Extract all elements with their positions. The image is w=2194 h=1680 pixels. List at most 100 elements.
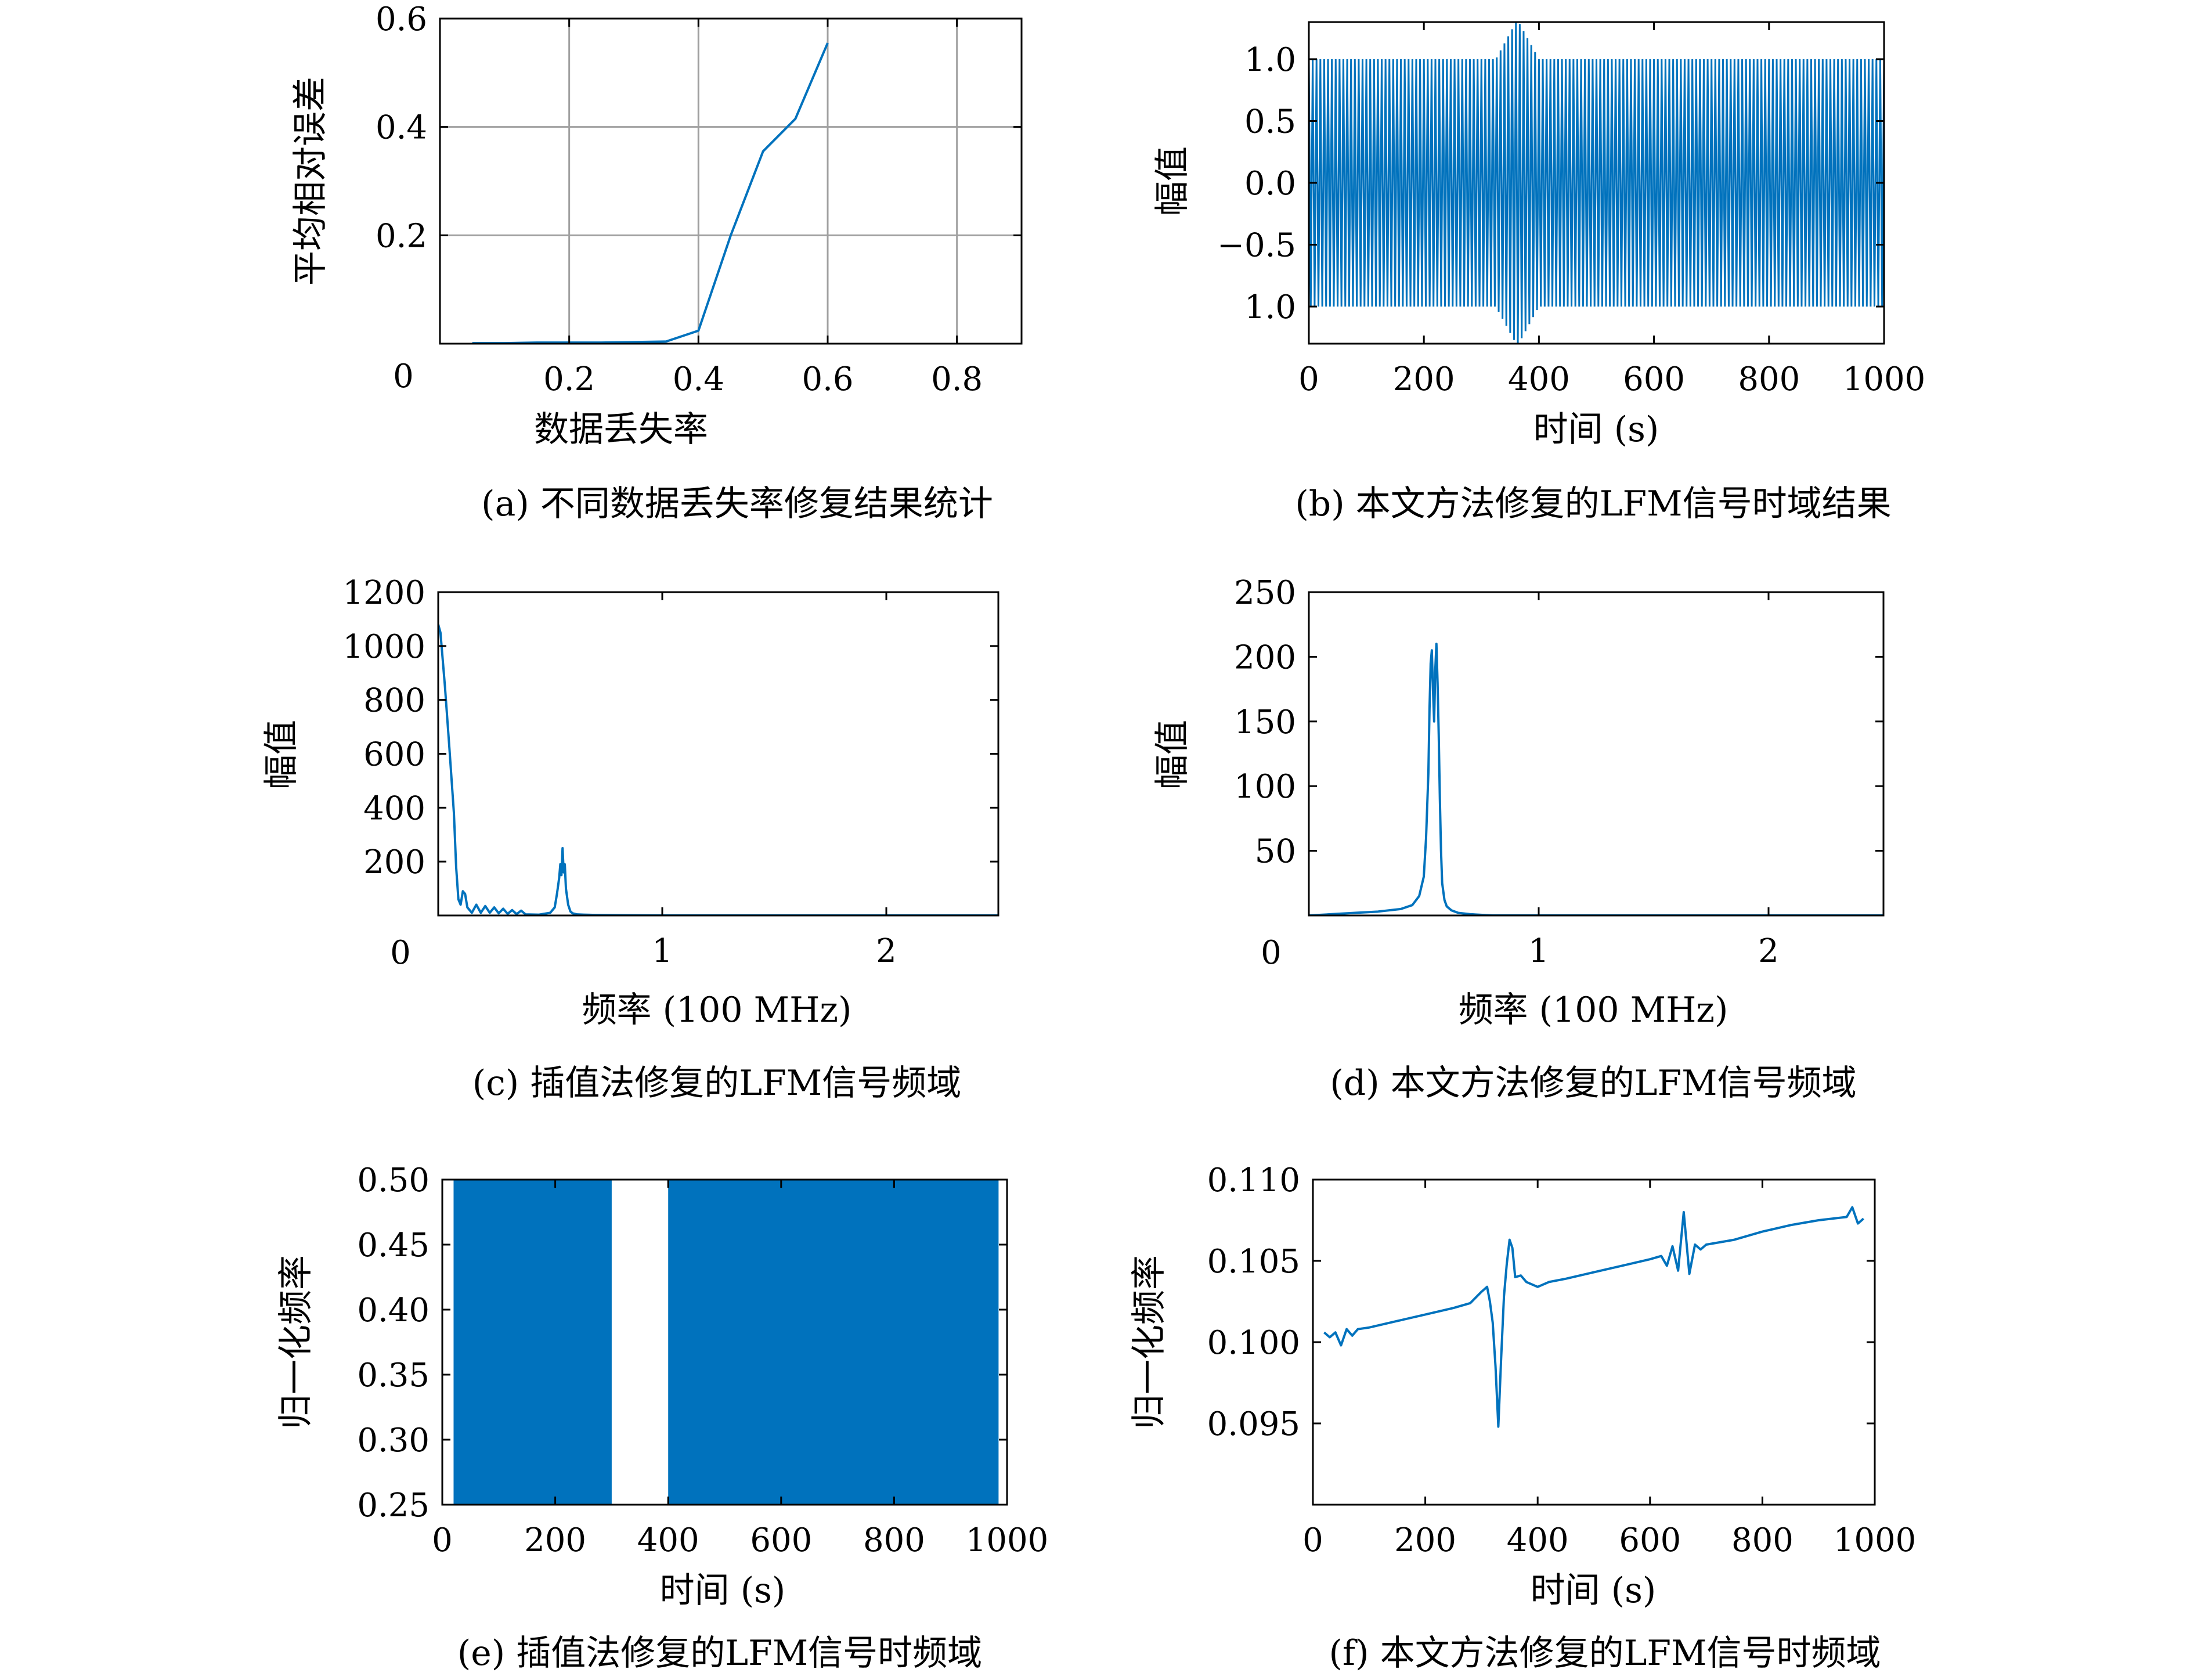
x-axis-label: 数据丢失率 — [534, 409, 708, 450]
axes-frame — [1308, 591, 1885, 917]
x-axis-label: 时间 (s) — [660, 1570, 786, 1611]
x-tick-label: 0 — [1298, 360, 1319, 398]
x-tick-label: 0.6 — [802, 360, 853, 398]
y-tick-label: 0.110 — [1207, 1162, 1300, 1199]
plot-area — [438, 624, 998, 915]
x-tick-label: 2 — [1758, 932, 1779, 970]
y-tick-label: 400 — [363, 789, 425, 827]
x-tick-label: 1 — [652, 932, 673, 970]
x-tick-label: 800 — [1731, 1522, 1794, 1559]
x-tick-label: 0.8 — [931, 360, 983, 398]
series-line — [1309, 643, 1883, 915]
y-tick-label: 150 — [1234, 704, 1296, 741]
axes-frame — [441, 1178, 1008, 1506]
y-tick-label: 0.35 — [357, 1357, 430, 1394]
y-tick-label: 0.5 — [1244, 103, 1296, 140]
x-axis-label: 时间 (s) — [1533, 409, 1659, 450]
caption-b: (b) 本文方法修复的LFM信号时域结果 — [1295, 484, 1891, 524]
x-tick-label: 800 — [1738, 360, 1800, 398]
y-tick-label: 0.6 — [376, 1, 427, 38]
y-tick-label: −0.5 — [1217, 227, 1296, 265]
panel-c: (c) 插值法修复的LFM信号频域 1 2 200 400 600 800 1000 1200… — [261, 574, 999, 1104]
panel-a: (a) 不同数据丢失率修复结果统计 0.2 0.4 0.6 0.8 0.2 0.4 0.6 0… — [290, 1, 1023, 524]
y-tick-label: 250 — [1234, 574, 1296, 612]
y-tick-label: 0.105 — [1207, 1243, 1300, 1281]
y-tick-label: 50 — [1255, 833, 1296, 871]
y-tick-label: 0.100 — [1207, 1324, 1300, 1362]
y-tick-label: 0.095 — [1207, 1405, 1300, 1443]
origin-label: 0 — [390, 934, 411, 972]
x-axis-label: 时间 (s) — [1531, 1570, 1657, 1611]
y-axis-label: 归一化频率 — [276, 1255, 316, 1429]
plot-area — [453, 1180, 999, 1505]
series-line — [1323, 1206, 1864, 1428]
x-tick-label: 0.4 — [673, 360, 724, 398]
x-tick-label: 0.2 — [543, 360, 595, 398]
y-tick-label: 1.0 — [1244, 289, 1296, 326]
x-tick-label: 1000 — [966, 1522, 1049, 1559]
panel-e: (e) 插值法修复的LFM信号时频域 0 200 400 600 800 1000 0.25… — [276, 1162, 1048, 1674]
y-tick-label: 100 — [1234, 768, 1296, 806]
x-tick-label: 600 — [750, 1522, 812, 1559]
caption-c: (c) 插值法修复的LFM信号频域 — [472, 1063, 961, 1104]
y-tick-label: 200 — [1234, 639, 1296, 676]
y-axis-label: 幅值 — [1152, 720, 1193, 789]
y-tick-label: 1.0 — [1244, 41, 1296, 79]
y-tick-label: 0.25 — [357, 1487, 430, 1524]
x-tick-label: 200 — [524, 1522, 586, 1559]
x-tick-label: 800 — [863, 1522, 925, 1559]
y-axis-label: 幅值 — [1152, 146, 1193, 216]
signal-line — [1309, 22, 1884, 344]
plot-area — [1309, 643, 1883, 915]
plot-area — [1309, 22, 1884, 344]
plot-area — [1323, 1206, 1864, 1428]
x-tick-label: 400 — [637, 1522, 699, 1559]
x-tick-label: 0 — [432, 1522, 453, 1559]
series-line — [438, 624, 998, 915]
y-tick-label: 1000 — [342, 628, 425, 666]
plot-area — [472, 42, 829, 344]
y-tick-label: 800 — [363, 682, 425, 720]
caption-a: (a) 不同数据丢失率修复结果统计 — [481, 484, 993, 524]
axes-frame — [439, 17, 1023, 345]
x-tick-label: 600 — [1619, 1522, 1681, 1559]
y-axis-label: 平均相对误差 — [290, 77, 331, 286]
caption-f: (f) 本文方法修复的LFM信号时频域 — [1329, 1633, 1881, 1674]
caption-d: (d) 本文方法修复的LFM信号频域 — [1330, 1063, 1856, 1104]
y-axis-label: 归一化频率 — [1129, 1255, 1170, 1429]
y-tick-label: 200 — [363, 843, 425, 881]
caption-e: (e) 插值法修复的LFM信号时频域 — [457, 1633, 982, 1674]
y-tick-label: 0.50 — [357, 1162, 430, 1199]
x-tick-label: 0 — [1302, 1522, 1323, 1559]
y-tick-label: 1200 — [342, 574, 425, 612]
y-tick-label: 0.4 — [376, 109, 427, 147]
x-tick-label: 2 — [876, 932, 897, 970]
x-tick-label: 1000 — [1843, 360, 1926, 398]
panel-b: (b) 本文方法修复的LFM信号时域结果 0 200 400 600 800 1000 1.… — [1152, 21, 1926, 524]
x-axis-label: 频率 (100 MHz) — [582, 990, 852, 1030]
y-tick-label: 0.40 — [357, 1292, 430, 1329]
filled-band-0 — [453, 1180, 612, 1505]
x-tick-label: 600 — [1623, 360, 1685, 398]
filled-band-1 — [668, 1180, 999, 1505]
x-tick-label: 1000 — [1834, 1522, 1917, 1559]
x-tick-label: 200 — [1394, 1522, 1456, 1559]
panel-f: (f) 本文方法修复的LFM信号时频域 0 200 400 600 800 1000 0.0… — [1129, 1162, 1916, 1674]
series-line — [472, 42, 829, 344]
x-tick-label: 400 — [1508, 360, 1570, 398]
y-tick-label: 0.2 — [376, 217, 427, 255]
y-axis-label: 幅值 — [261, 720, 302, 789]
y-tick-label: 0.30 — [357, 1422, 430, 1459]
x-tick-label: 1 — [1528, 932, 1549, 970]
y-tick-label: 600 — [363, 736, 425, 774]
y-tick-label: 0.0 — [1244, 165, 1296, 203]
x-axis-label: 频率 (100 MHz) — [1459, 990, 1729, 1030]
y-tick-label: 0.45 — [357, 1227, 430, 1264]
axes-frame — [1312, 1178, 1876, 1506]
axes-frame — [437, 591, 999, 917]
x-tick-label: 200 — [1393, 360, 1455, 398]
origin-label: 0 — [1261, 934, 1282, 972]
origin-label: 0 — [393, 358, 414, 395]
